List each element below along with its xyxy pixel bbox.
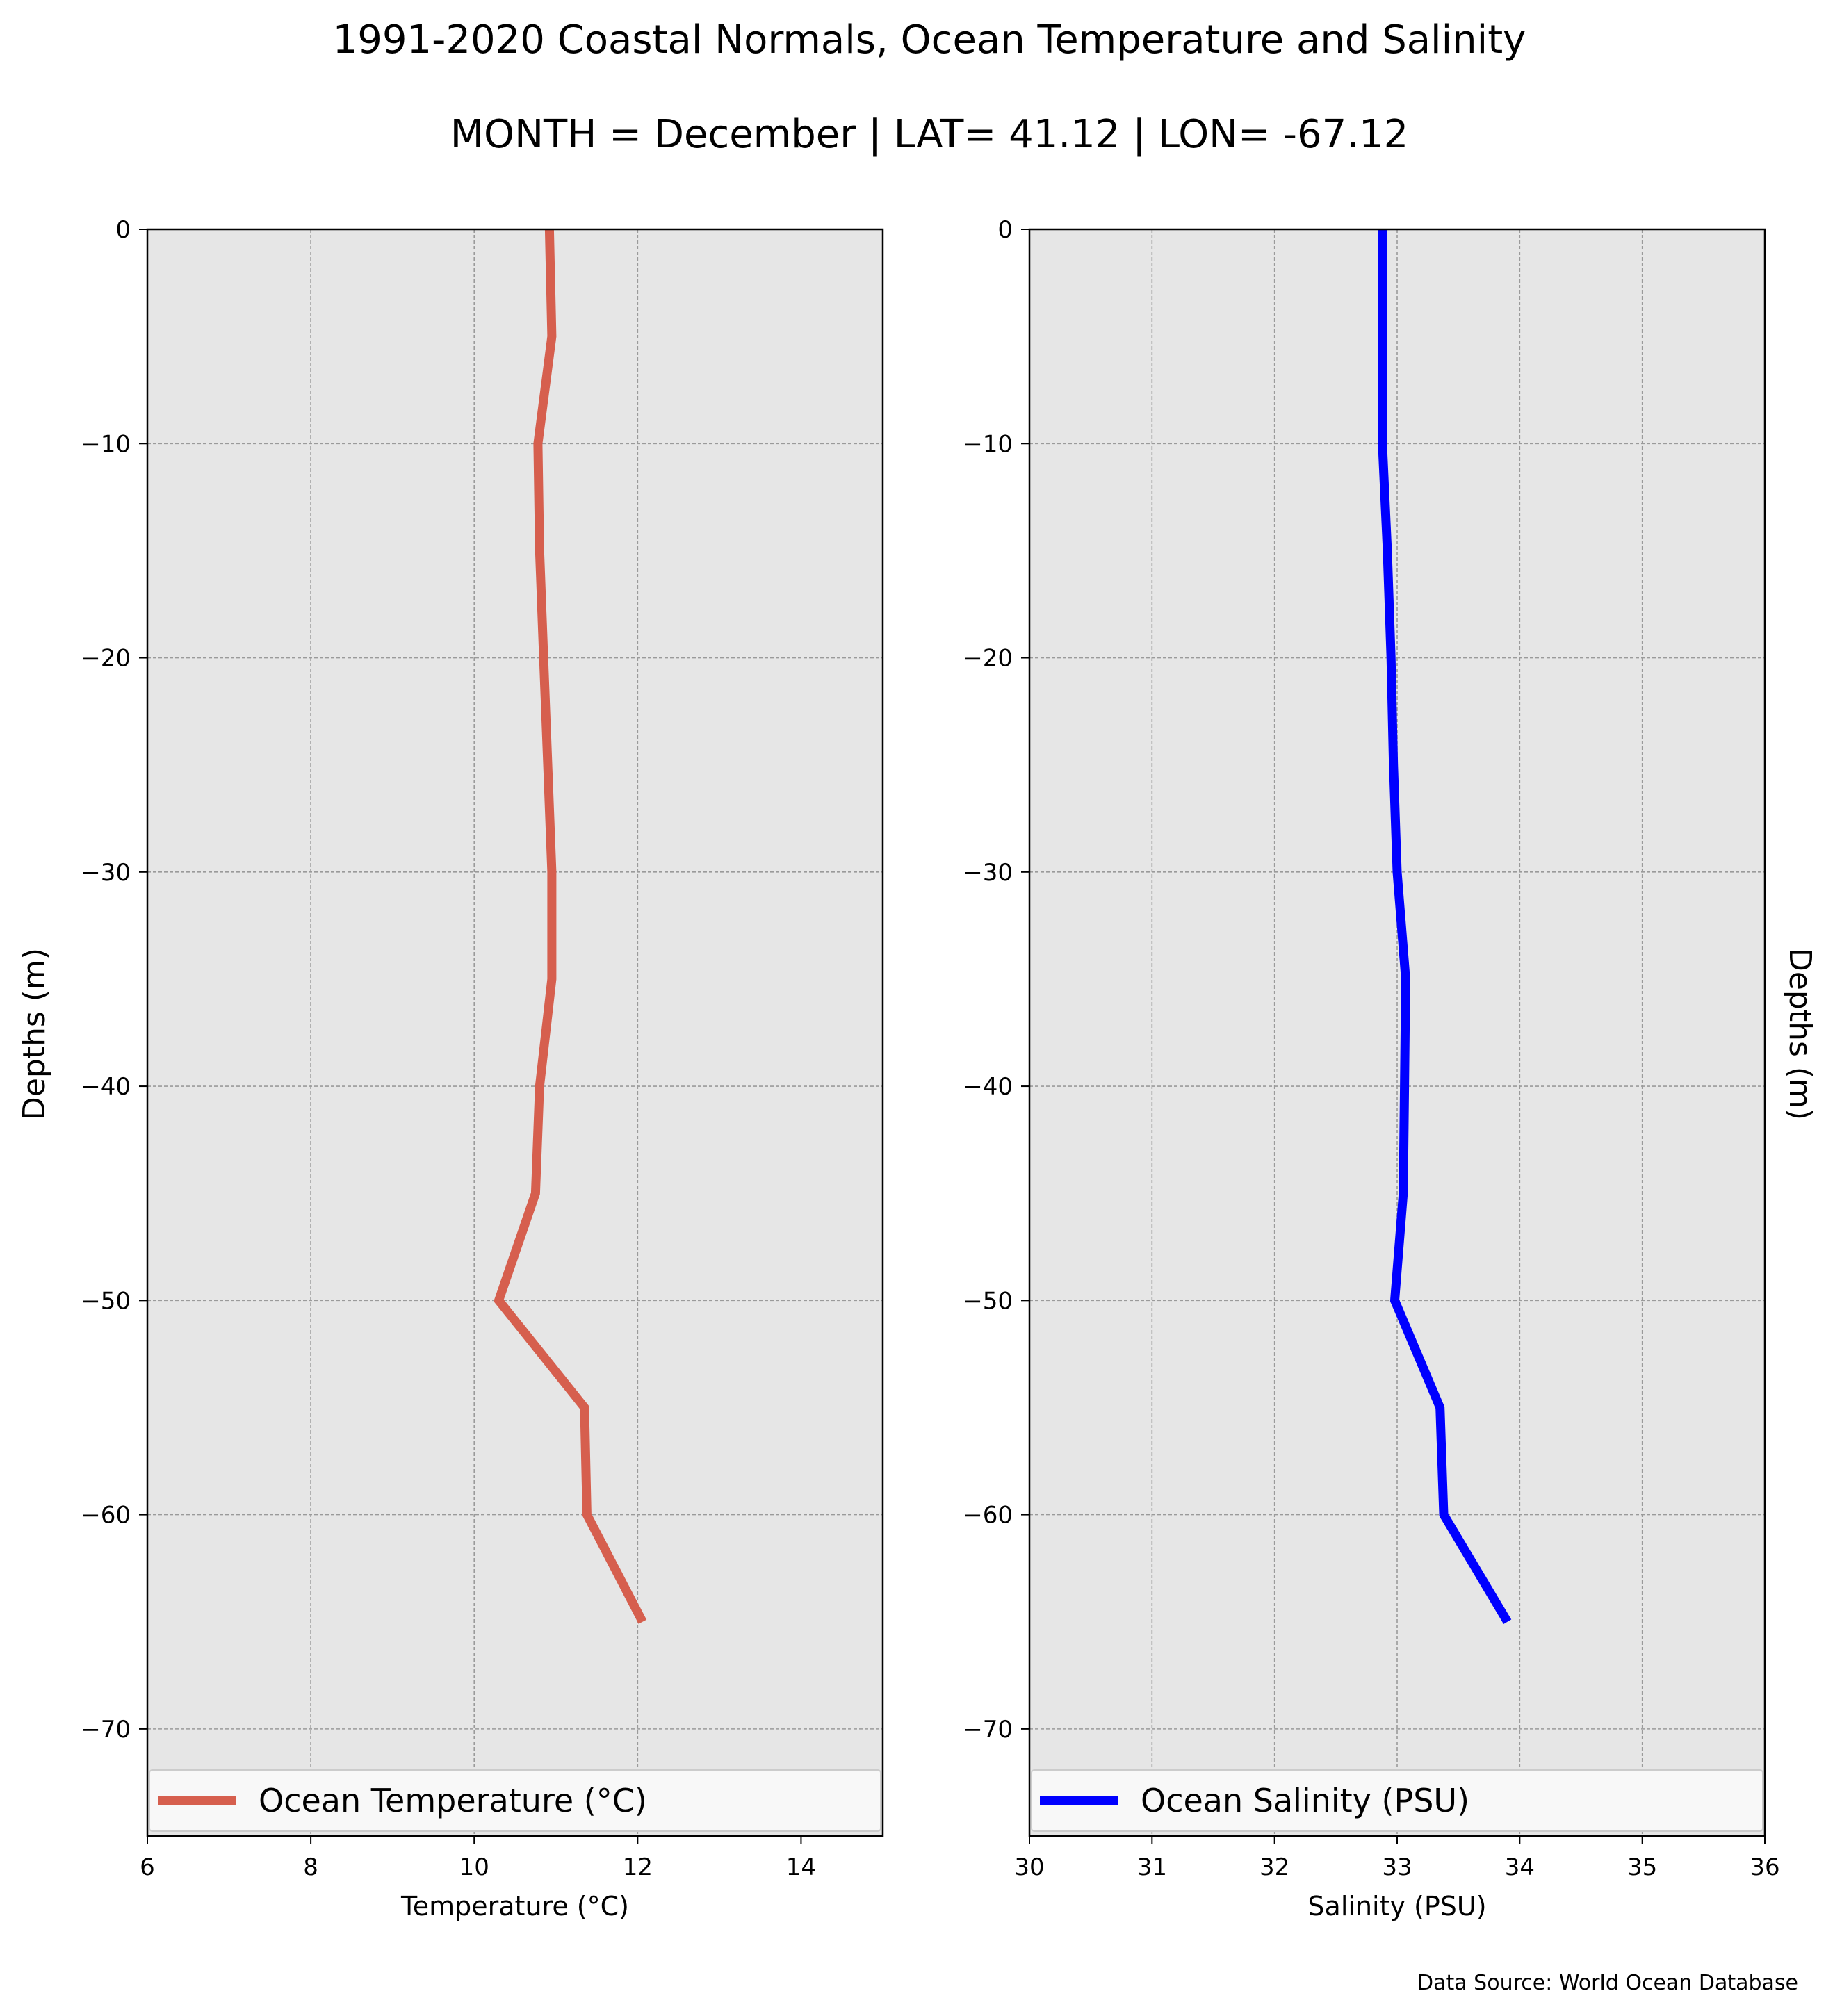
y-tick-label: −50 bbox=[81, 1287, 131, 1315]
y-tick-label: −10 bbox=[963, 430, 1013, 458]
legend-box bbox=[1031, 1769, 1763, 1832]
x-tick-label: 33 bbox=[1382, 1853, 1412, 1881]
y-tick-label: −10 bbox=[81, 430, 131, 458]
x-tick-label: 10 bbox=[459, 1853, 489, 1881]
y-tick-label: −40 bbox=[81, 1073, 131, 1101]
axes-frame bbox=[146, 228, 884, 1837]
x-tick-label: 12 bbox=[623, 1853, 653, 1881]
x-axis-label: Temperature (°C) bbox=[400, 1891, 629, 1921]
x-tick-label: 6 bbox=[140, 1853, 155, 1881]
data-source-note: Data Source: World Ocean Database bbox=[1417, 1971, 1798, 1995]
y-tick-label: −60 bbox=[81, 1502, 131, 1530]
x-axis-label: Salinity (PSU) bbox=[1307, 1891, 1486, 1921]
left-y-axis-label: Depths (m) bbox=[17, 948, 52, 1120]
y-tick-label: −50 bbox=[963, 1287, 1013, 1315]
y-tick-label: −40 bbox=[963, 1073, 1013, 1101]
y-tick-label: −30 bbox=[81, 859, 131, 887]
x-tick-label: 34 bbox=[1505, 1853, 1535, 1881]
right-y-axis-label: Depths (m) bbox=[1782, 948, 1818, 1120]
chart-subtitle: MONTH = December | LAT= 41.12 | LON= -67… bbox=[450, 112, 1409, 157]
x-tick-label: 14 bbox=[786, 1853, 816, 1881]
salinity-panel: Ocean Salinity (PSU) 30 31 32 33 34 35 36 0 −10 −2… bbox=[963, 216, 1779, 1921]
x-tick-label: 36 bbox=[1750, 1853, 1779, 1881]
y-tick-label: 0 bbox=[997, 216, 1013, 244]
x-tick-label: 35 bbox=[1627, 1853, 1657, 1881]
y-tick-label: 0 bbox=[115, 216, 131, 244]
x-tick-label: 31 bbox=[1137, 1853, 1167, 1881]
legend-box bbox=[149, 1769, 881, 1832]
y-tick-label: −20 bbox=[81, 645, 131, 673]
legend-label: Ocean Salinity (PSU) bbox=[1141, 1782, 1469, 1819]
x-tick-label: 8 bbox=[303, 1853, 318, 1881]
y-tick-label: −70 bbox=[963, 1716, 1013, 1744]
series-line bbox=[494, 229, 647, 1624]
x-tick-label: 32 bbox=[1260, 1853, 1289, 1881]
legend-label: Ocean Temperature (°C) bbox=[259, 1782, 647, 1819]
y-tick-label: −30 bbox=[963, 859, 1013, 887]
chart-title: 1991-2020 Coastal Normals, Ocean Tempera… bbox=[333, 17, 1526, 63]
y-tick-label: −60 bbox=[963, 1502, 1013, 1530]
x-tick-label: 30 bbox=[1014, 1853, 1044, 1881]
y-tick-label: −70 bbox=[81, 1716, 131, 1744]
plot-area bbox=[147, 229, 883, 1836]
series-line bbox=[1378, 229, 1512, 1625]
y-tick-label: −20 bbox=[963, 645, 1013, 673]
temperature-panel: Ocean Temperature (°C) 6 8 10 12 14 0 −10 −20 −30… bbox=[81, 216, 884, 1921]
